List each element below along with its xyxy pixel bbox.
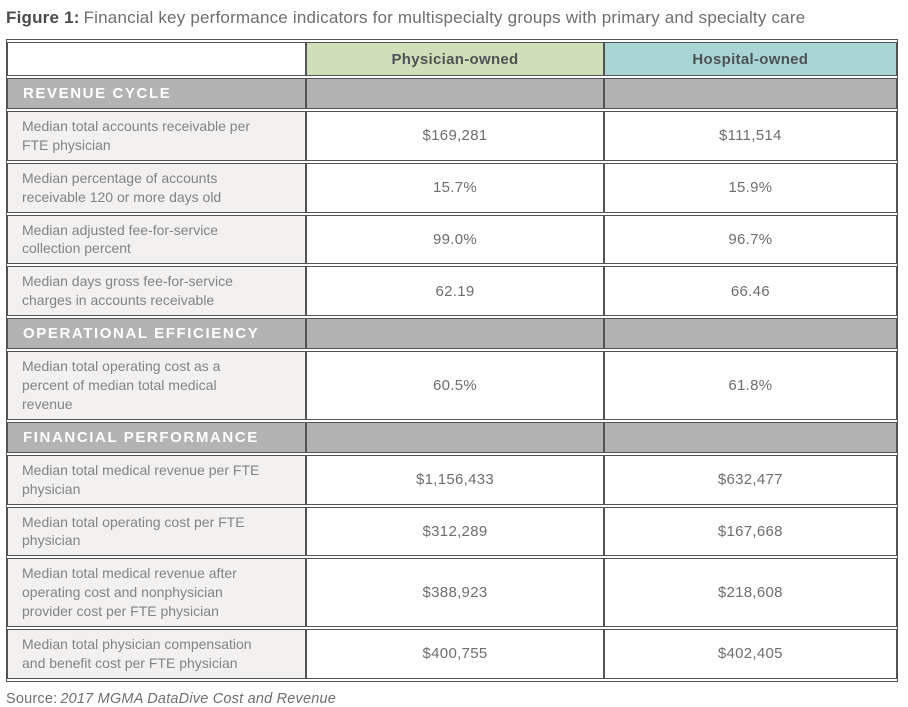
figure-title-text: Financial key performance indicators for… — [83, 8, 806, 27]
kpi-table: Physician-owned Hospital-owned REVENUE C… — [6, 39, 898, 682]
section-filler-cell — [306, 318, 604, 350]
column-header-row: Physician-owned Hospital-owned — [7, 42, 897, 76]
section-row-revenue-cycle: REVENUE CYCLE — [7, 78, 897, 109]
section-row-financial-performance: FINANCIAL PERFORMANCE — [7, 421, 897, 453]
section-filler-cell — [603, 78, 897, 109]
section-label: OPERATIONAL EFFICIENCY — [7, 318, 307, 350]
table-row: Median total physician compensation and … — [7, 629, 897, 679]
section-filler-cell — [306, 421, 604, 453]
hospital-value: $167,668 — [603, 506, 897, 557]
row-label: Median adjusted fee-for-service collecti… — [7, 214, 307, 265]
row-label: Median total medical revenue per FTE phy… — [7, 454, 307, 505]
hospital-value: 15.9% — [603, 162, 897, 213]
table-row: Median percentage of accounts receivable… — [7, 162, 897, 213]
section-label: FINANCIAL PERFORMANCE — [7, 421, 307, 453]
section-row-operational-efficiency: OPERATIONAL EFFICIENCY — [7, 318, 897, 350]
source-label: Source: — [6, 690, 58, 707]
hospital-value: $111,514 — [603, 111, 897, 161]
row-label: Median total physician compensation and … — [7, 629, 307, 679]
figure-title-prefix: Figure 1: — [6, 8, 80, 27]
column-header-physician-owned: Physician-owned — [306, 42, 604, 76]
table-row: Median total operating cost as a percent… — [7, 351, 897, 420]
table-row: Median adjusted fee-for-service collecti… — [7, 214, 897, 265]
table-row: Median total operating cost per FTE phys… — [7, 506, 897, 557]
physician-value: $388,923 — [306, 558, 604, 628]
source-text: 2017 MGMA DataDive Cost and Revenue — [60, 690, 337, 707]
row-label: Median percentage of accounts receivable… — [7, 162, 307, 213]
blank-header-cell — [7, 42, 307, 76]
section-filler-cell — [603, 421, 897, 453]
physician-value: 99.0% — [306, 214, 604, 265]
physician-value: 60.5% — [306, 351, 604, 420]
table-row: Median total medical revenue after opera… — [7, 558, 897, 628]
hospital-value: $632,477 — [603, 454, 897, 505]
row-label: Median total accounts receivable per FTE… — [7, 111, 307, 161]
source-line: Source: 2017 MGMA DataDive Cost and Reven… — [6, 691, 900, 707]
physician-value: 62.19 — [306, 266, 604, 317]
hospital-value: $402,405 — [603, 629, 897, 679]
column-header-hospital-owned: Hospital-owned — [603, 42, 897, 76]
hospital-value: $218,608 — [603, 558, 897, 628]
row-label: Median total medical revenue after opera… — [7, 558, 307, 628]
row-label: Median total operating cost as a percent… — [7, 351, 307, 420]
physician-value: $169,281 — [306, 111, 604, 161]
physician-value: $1,156,433 — [306, 454, 604, 505]
physician-value: $312,289 — [306, 506, 604, 557]
hospital-value: 66.46 — [603, 266, 897, 317]
section-filler-cell — [603, 318, 897, 350]
physician-value: 15.7% — [306, 162, 604, 213]
section-filler-cell — [306, 78, 604, 109]
table-row: Median total accounts receivable per FTE… — [7, 111, 897, 161]
row-label: Median total operating cost per FTE phys… — [7, 506, 307, 557]
section-label: REVENUE CYCLE — [7, 78, 307, 109]
physician-value: $400,755 — [306, 629, 604, 679]
hospital-value: 96.7% — [603, 214, 897, 265]
table-row: Median days gross fee-for-service charge… — [7, 266, 897, 317]
figure-title: Figure 1: Financial key performance indic… — [6, 8, 900, 28]
table-row: Median total medical revenue per FTE phy… — [7, 454, 897, 505]
row-label: Median days gross fee-for-service charge… — [7, 266, 307, 317]
hospital-value: 61.8% — [603, 351, 897, 420]
